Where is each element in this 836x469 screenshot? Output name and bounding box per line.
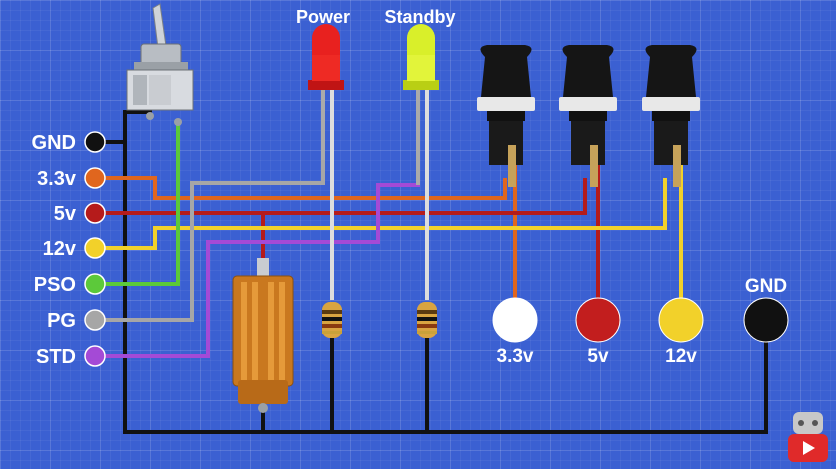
output-12v: 12v (658, 297, 704, 367)
output-terminal (492, 297, 538, 343)
pin-gnd: GND (32, 131, 106, 154)
pin-pg: PG (47, 309, 106, 332)
output-list: 3.3v 5v 12v GND (492, 276, 789, 367)
pin-12v: 12v (43, 237, 106, 260)
pin-5v: 5v (54, 202, 106, 225)
standby-led-label: Standby (384, 7, 455, 27)
wire-5v (95, 178, 587, 215)
pin-list: GND 3.3v 5v 12v PSO PG STD (32, 131, 106, 368)
pin-label: 3.3v (37, 168, 77, 190)
output-terminal (575, 297, 621, 343)
pin-label: STD (36, 346, 76, 368)
output-gnd: GND (743, 276, 789, 343)
pin-std: STD (36, 345, 106, 368)
pin-terminal (84, 131, 106, 153)
toggle-switch-icon[interactable] (126, 3, 194, 126)
power-led-label: Power (296, 7, 350, 27)
wire-3v3 (95, 176, 507, 200)
pin-terminal (84, 237, 106, 259)
output-terminal (658, 297, 704, 343)
power-resistor-icon (232, 258, 294, 413)
output-33v: 3.3v (492, 297, 538, 367)
pin-label: PG (47, 310, 76, 332)
fuse-holder-icon (642, 45, 700, 187)
pin-terminal (84, 309, 106, 331)
fuse-holder-icon (477, 45, 535, 187)
youtube-icon[interactable] (788, 412, 828, 462)
output-5v: 5v (575, 297, 621, 367)
pin-terminal (84, 167, 106, 189)
pin-terminal (84, 273, 106, 295)
output-label: GND (745, 276, 787, 297)
fuse-holder-icon (559, 45, 617, 187)
pin-terminal (84, 345, 106, 367)
led-icon (407, 24, 435, 55)
pin-pso: PSO (34, 273, 106, 296)
pin-label: PSO (34, 274, 76, 296)
led-icon (312, 24, 340, 55)
output-label: 12v (665, 346, 697, 367)
standby-led: Standby (384, 7, 456, 185)
output-label: 3.3v (497, 346, 534, 367)
pin-label: 12v (43, 238, 77, 260)
pin-label: 5v (54, 203, 77, 225)
resistor-icon (322, 302, 342, 338)
wire-12v (95, 178, 667, 250)
output-terminal (743, 297, 789, 343)
resistor-icon (417, 302, 437, 338)
output-label: 5v (587, 346, 609, 367)
pin-terminal (84, 202, 106, 224)
pin-label: GND (32, 132, 76, 154)
power-led: Power (296, 7, 350, 160)
wire-pso (95, 125, 180, 286)
pin-33v: 3.3v (37, 167, 106, 190)
fuse-holders (477, 45, 700, 187)
